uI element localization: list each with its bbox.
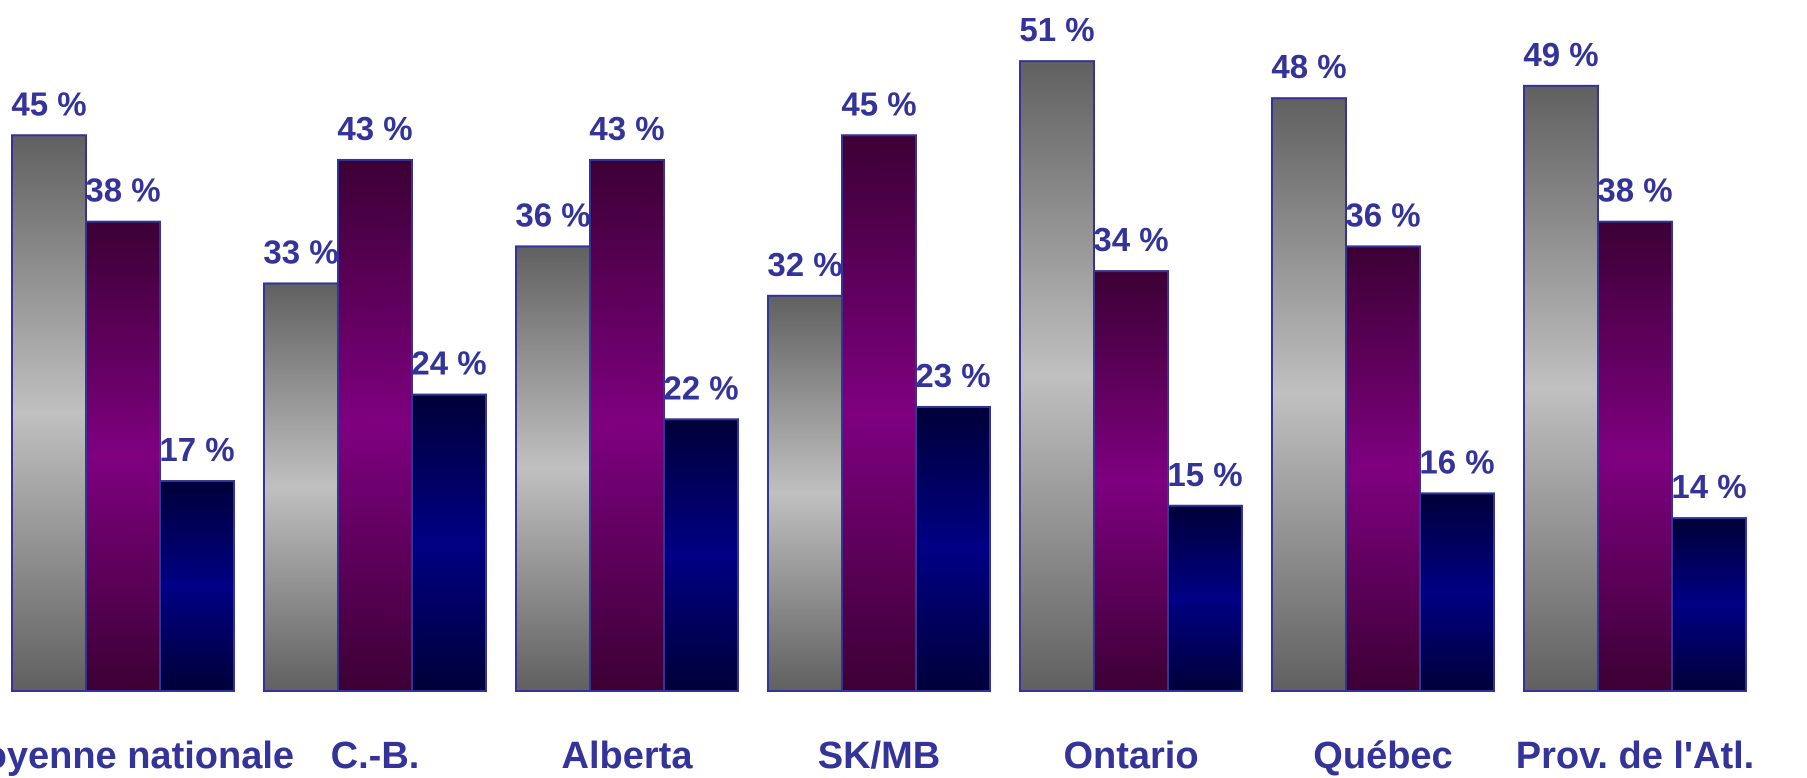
category-label-1: Moyenne nationale [0,735,294,777]
data-label-5-series-2: 34 % [1093,221,1168,258]
bar-7-series-3 [1671,517,1747,692]
data-label-2-series-3: 24 % [411,345,486,382]
data-label-1-series-3: 17 % [159,431,234,468]
bar-2-series-1 [263,282,339,692]
bar-3-series-2 [589,158,665,692]
bar-3-series-1 [515,245,591,692]
category-label-6: Québec [1313,735,1452,777]
data-label-3-series-3: 22 % [663,369,738,406]
data-labels-layer: 45 % 38 % 17 % 33 % 43 % 24 % 36 % 43 % 22 % 32 %… [11,11,1746,505]
bar-5-series-3 [1167,504,1243,692]
bar-1-series-1 [11,134,87,692]
bar-4-series-3 [915,405,991,692]
data-label-2-series-1: 33 % [263,233,338,270]
data-label-4-series-2: 45 % [841,85,916,122]
data-label-3-series-1: 36 % [515,196,590,233]
data-label-2-series-2: 43 % [337,110,412,147]
bar-6-series-2 [1345,245,1421,692]
bar-1-series-3 [159,480,235,692]
bar-2-series-2 [337,158,413,692]
data-label-7-series-1: 49 % [1523,36,1598,73]
category-label-3: Alberta [562,735,694,777]
data-label-7-series-2: 38 % [1597,172,1672,209]
category-label-4: SK/MB [818,735,940,777]
bar-7-series-2 [1597,220,1673,692]
bar-5-series-2 [1093,270,1169,692]
data-label-3-series-2: 43 % [589,110,664,147]
bar-4-series-2 [841,134,917,692]
bar-5-series-1 [1019,60,1095,692]
data-label-7-series-3: 14 % [1671,468,1746,505]
data-label-6-series-3: 16 % [1419,443,1494,480]
category-label-7: Prov. de l'Atl. [1516,735,1754,777]
bar-7-series-1 [1523,84,1599,693]
data-label-4-series-1: 32 % [767,246,842,283]
data-label-6-series-2: 36 % [1345,196,1420,233]
category-labels-layer: Moyenne nationale C.-B. Alberta SK/MB Ontari… [0,735,1754,777]
data-label-4-series-3: 23 % [915,357,990,394]
data-label-6-series-1: 48 % [1271,48,1346,85]
category-label-2: C.-B. [331,735,420,777]
data-label-5-series-1: 51 % [1019,11,1094,48]
bar-2-series-3 [411,393,487,692]
bar-1-series-2 [85,220,161,692]
bars-layer [11,60,1747,693]
bar-3-series-3 [663,418,739,692]
data-label-5-series-3: 15 % [1167,456,1242,493]
bar-6-series-1 [1271,97,1347,692]
data-label-1-series-1: 45 % [11,85,86,122]
bar-6-series-3 [1419,492,1495,692]
category-label-5: Ontario [1063,735,1198,777]
data-label-1-series-2: 38 % [85,172,160,209]
bar-4-series-1 [767,294,843,692]
